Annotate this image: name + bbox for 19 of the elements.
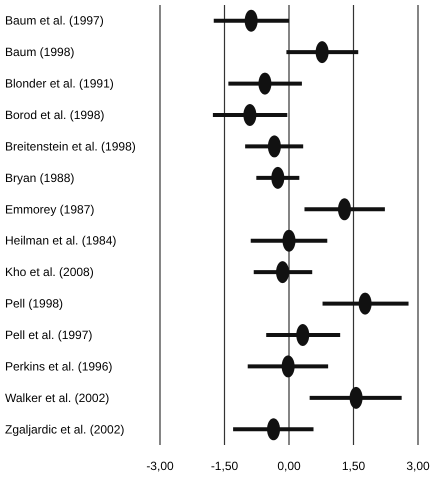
x-tick-label: 0,00 — [277, 459, 301, 473]
y-tick-label: Blonder et al. (1991) — [5, 76, 114, 91]
y-tick-label: Heilman et al. (1984) — [5, 234, 116, 248]
y-tick-label: Walker et al. (2002) — [5, 390, 110, 405]
y-tick-label: Zgaljardic et al. (2002) — [5, 422, 124, 436]
y-tick-label: Emmorey (1987) — [5, 202, 94, 216]
y-tick-label: Perkins et al. (1996) — [5, 359, 112, 374]
y-tick-label: Baum (1998) — [5, 45, 74, 60]
x-tick-label: 1,50 — [342, 459, 366, 473]
y-tick-label: Kho et al. (2008) — [5, 265, 94, 280]
x-tick-label: 3,00 — [406, 459, 430, 473]
x-tick-label: -3,00 — [146, 459, 174, 473]
y-tick-label: Baum et al. (1997) — [5, 14, 104, 28]
y-tick-label: Breitenstein et al. (1998) — [5, 139, 136, 154]
y-tick-label: Pell et al. (1997) — [5, 328, 92, 342]
y-tick-label: Bryan (1988) — [5, 170, 74, 185]
x-tick-label: -1,50 — [210, 459, 238, 473]
y-tick-label: Pell (1998) — [5, 296, 64, 311]
y-tick-label: Borod et al. (1998) — [5, 108, 104, 122]
